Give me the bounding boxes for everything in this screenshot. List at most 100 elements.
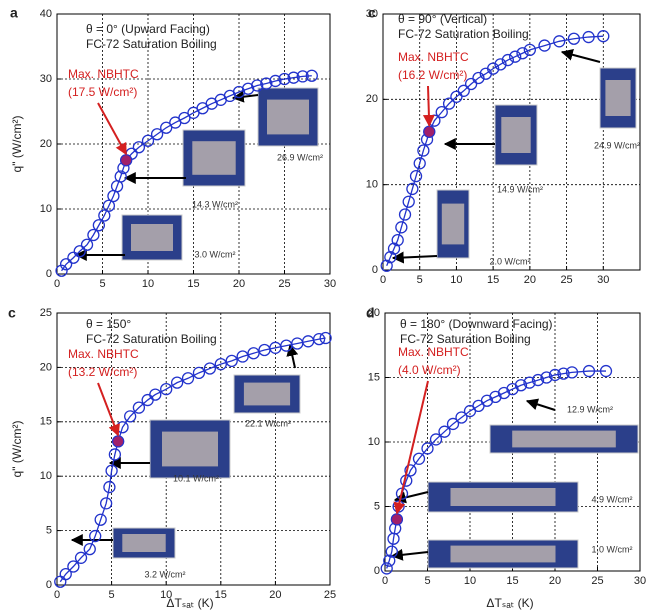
data-point	[170, 376, 184, 389]
max-arrow	[393, 380, 429, 515]
data-point	[402, 195, 415, 208]
y-tick-label: 30	[366, 8, 378, 20]
x-tick-label: 20	[549, 575, 561, 587]
max-arrow	[97, 382, 120, 437]
data-point	[395, 221, 408, 234]
data-point	[582, 30, 595, 44]
photo-label: 4.9 W/cm²	[591, 494, 632, 504]
data-point	[160, 121, 173, 134]
y-tick-label: 0	[372, 264, 378, 276]
photo-label: 26.9 W/cm²	[277, 152, 323, 162]
y-tick-label: 20	[40, 361, 52, 373]
x-tick-label: 0	[382, 575, 388, 587]
data-point	[80, 238, 94, 251]
data-point	[225, 354, 238, 368]
data-point	[384, 251, 397, 264]
data-point	[319, 331, 332, 345]
panel-letter: c	[368, 5, 376, 21]
photo-label: 3.2 W/cm²	[144, 569, 185, 579]
data-point	[108, 448, 122, 461]
y-tick-label: 10	[366, 179, 378, 191]
data-point	[67, 251, 80, 264]
data-point	[455, 411, 468, 424]
data-point	[278, 72, 291, 86]
x-tick-label: 20	[269, 589, 281, 601]
photo-label: 3.0 W/cm²	[194, 249, 235, 259]
data-point	[486, 62, 500, 75]
data-point	[150, 128, 164, 141]
x-tick-label: 30	[324, 278, 336, 290]
data-point	[599, 364, 613, 378]
x-tick-label: 15	[187, 278, 199, 290]
data-point	[99, 497, 113, 510]
data-point	[391, 233, 404, 247]
data-point	[567, 32, 581, 45]
photo-vapor	[131, 224, 173, 251]
data-point	[523, 376, 536, 389]
data-point	[232, 85, 246, 99]
x-axis-label: ΔTₛₐₜ (K)	[486, 596, 533, 610]
data-point	[114, 170, 127, 183]
data-point	[540, 371, 553, 384]
data-point	[442, 97, 456, 110]
data-point	[178, 111, 191, 125]
photo-label: 12.9 W/cm²	[567, 404, 613, 414]
data-point	[269, 74, 282, 88]
data-point	[59, 567, 72, 581]
arrow	[390, 548, 429, 561]
photo-vapor	[605, 80, 631, 116]
photo-vapor	[512, 430, 616, 448]
y-tick-label: 0	[374, 565, 380, 577]
data-point	[404, 464, 417, 477]
data-point	[385, 545, 398, 558]
max-label: Max. NBHTC	[68, 347, 139, 361]
data-point	[457, 84, 470, 97]
data-point	[296, 70, 309, 83]
x-tick-label: 30	[634, 575, 646, 587]
data-point	[380, 562, 393, 575]
max-label: Max. NBHTC	[68, 67, 139, 81]
photo-vapor	[450, 545, 556, 563]
max-value-label: (16.2 W/cm²)	[398, 68, 467, 82]
photo-label: 14.9 W/cm²	[497, 184, 543, 194]
y-tick-label: 10	[368, 436, 380, 448]
x-tick-label: 5	[424, 575, 430, 587]
data-point	[105, 464, 118, 477]
data-point	[181, 372, 195, 385]
data-point	[241, 82, 255, 95]
data-point	[380, 259, 393, 272]
max-value-label: (4.0 W/cm²)	[398, 363, 461, 377]
data-point	[387, 242, 401, 255]
data-point	[472, 71, 485, 85]
data-point	[149, 388, 162, 401]
photo-vapor	[243, 382, 291, 406]
max-arrow	[422, 85, 435, 127]
data-point	[421, 442, 434, 455]
data-point	[446, 417, 460, 431]
x-tick-label: 0	[54, 589, 60, 601]
max-point	[390, 513, 403, 526]
data-point	[89, 529, 102, 543]
data-point	[409, 169, 423, 183]
photo-label: 14.3 W/cm²	[192, 199, 238, 209]
data-point	[98, 209, 111, 222]
data-point	[247, 347, 260, 360]
max-point	[112, 435, 125, 448]
data-point	[192, 366, 206, 379]
data-point	[514, 379, 528, 392]
x-tick-label: 5	[99, 278, 105, 290]
y-tick-label: 20	[366, 93, 378, 105]
x-tick-label: 15	[215, 589, 227, 601]
data-point	[203, 362, 217, 375]
data-point	[523, 43, 537, 56]
panel-subtitle: FC-72 Saturation Boiling	[398, 27, 529, 41]
data-point	[464, 77, 478, 91]
x-tick-label: 20	[524, 274, 536, 286]
data-point	[260, 77, 273, 90]
y-tick-label: 25	[40, 307, 52, 319]
panel-title: θ = 90° (Vertical)	[398, 12, 487, 26]
photo-vapor	[162, 431, 218, 467]
data-point	[87, 228, 100, 242]
data-point	[438, 425, 451, 438]
